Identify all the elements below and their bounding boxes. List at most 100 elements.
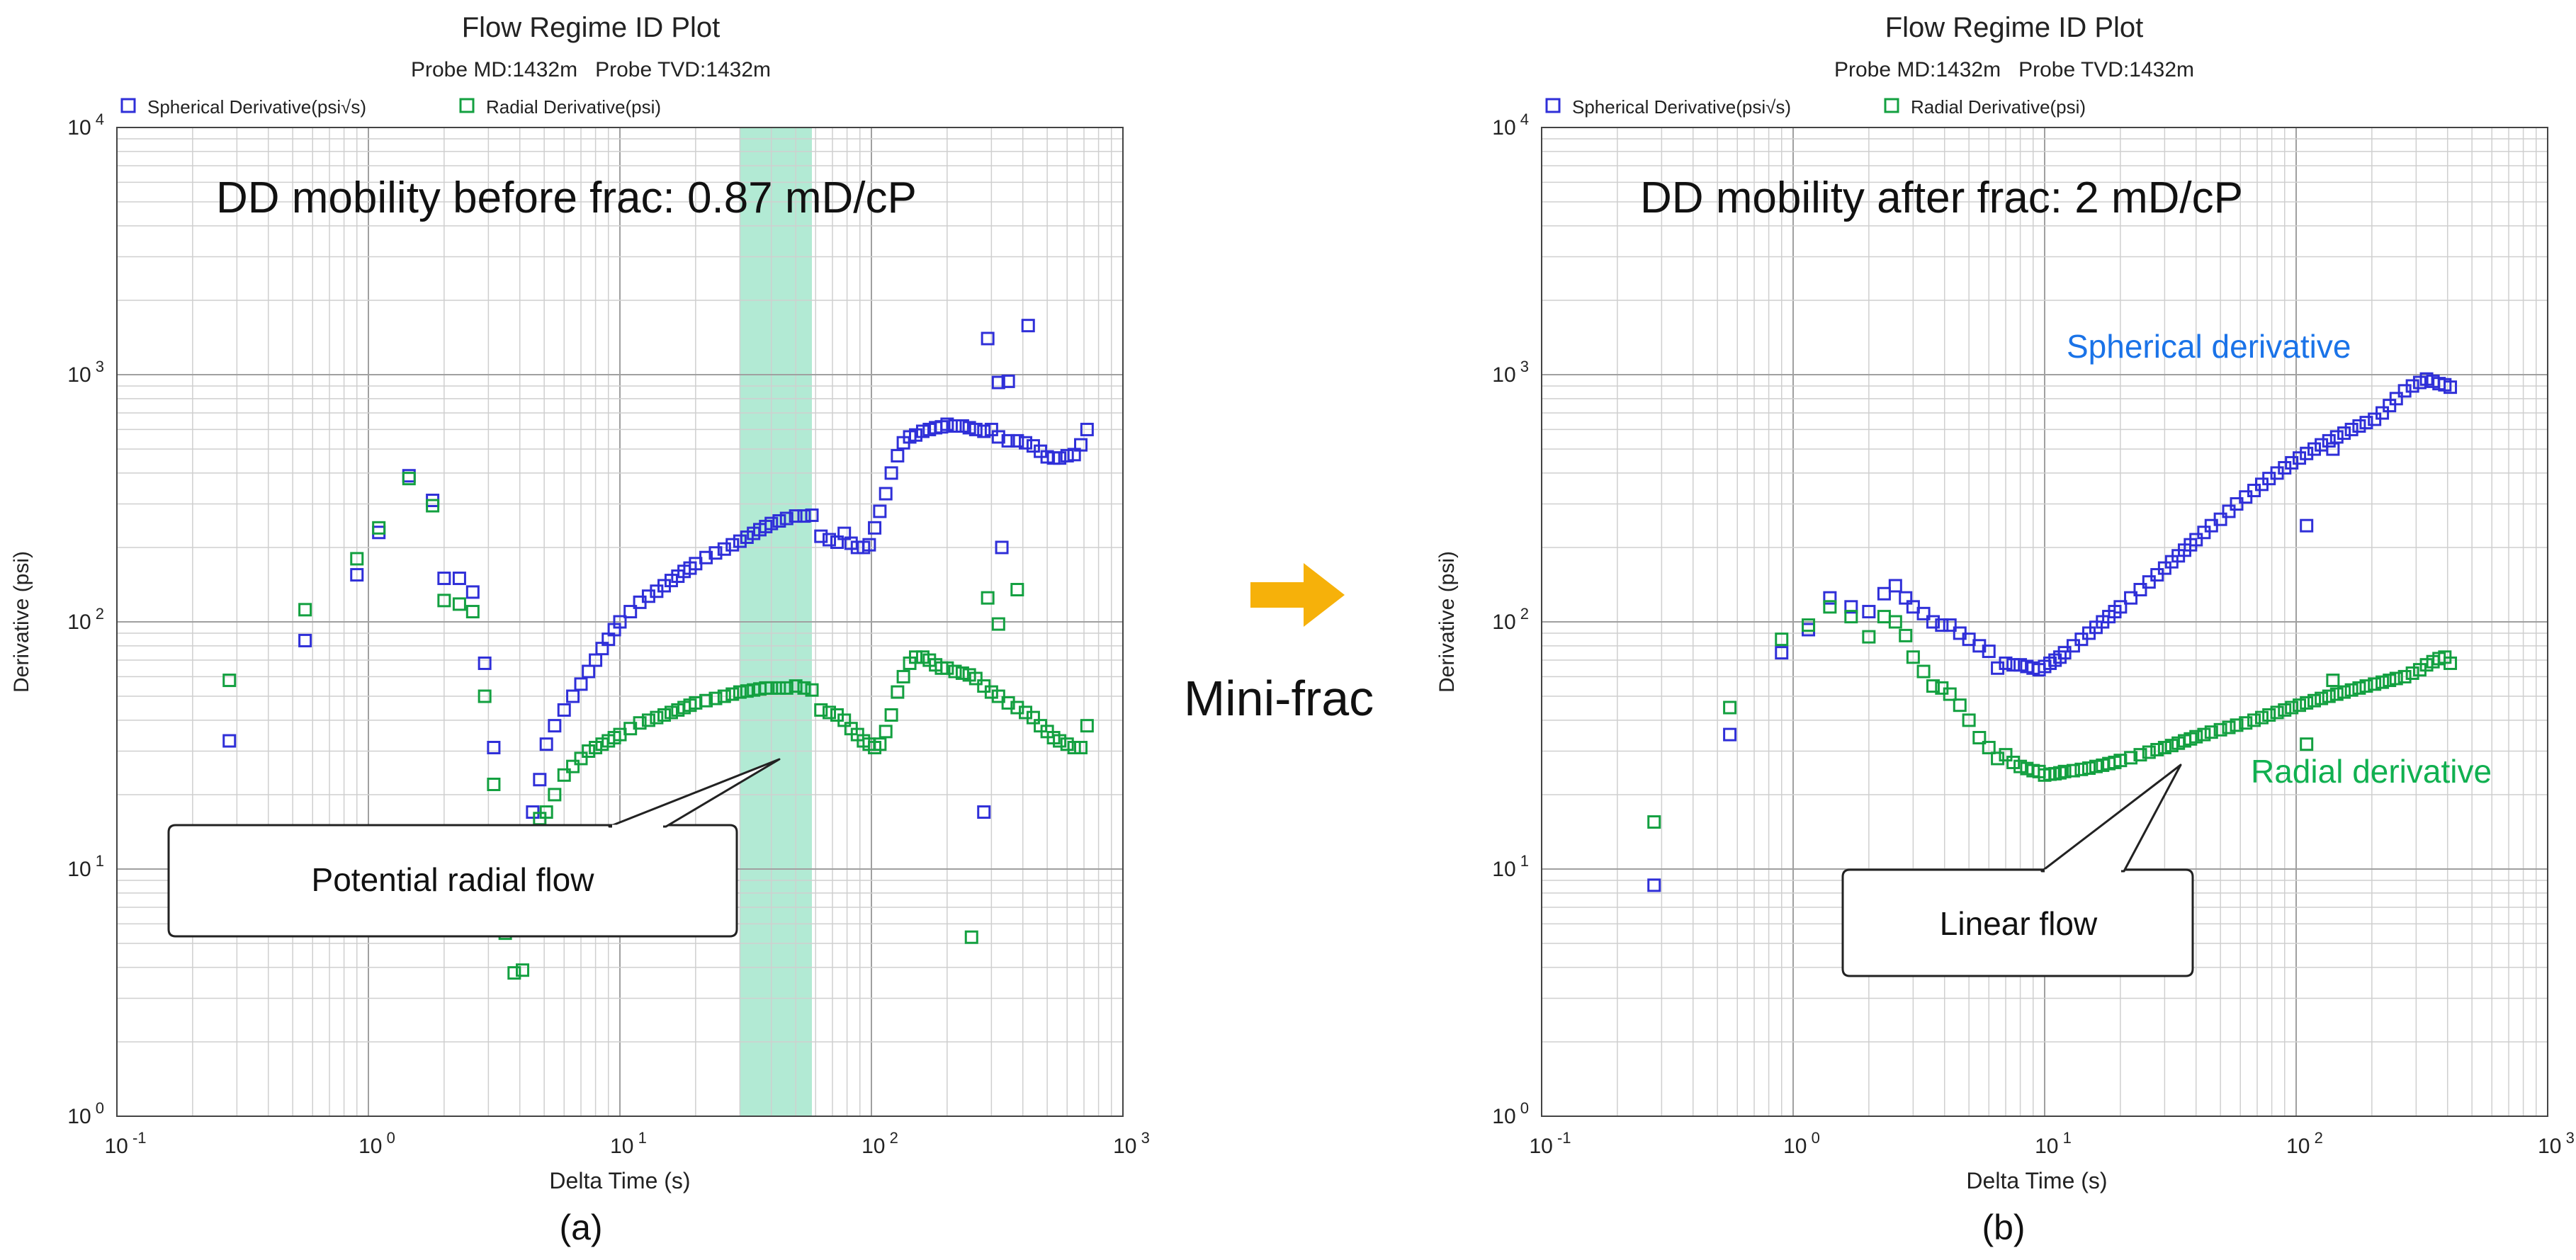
radial-derivative-point bbox=[779, 681, 793, 695]
spherical-derivative-point bbox=[955, 419, 969, 433]
spherical-derivative-point bbox=[1080, 422, 1094, 436]
radial-derivative-point bbox=[2254, 710, 2269, 725]
y-tick-label: 10 2 bbox=[1492, 605, 1529, 634]
transition: Mini-frac bbox=[1184, 563, 1374, 726]
callout-text: Linear flow bbox=[1940, 905, 2098, 942]
radial-derivative-point bbox=[487, 777, 501, 791]
radial-derivative-point bbox=[507, 966, 521, 980]
spherical-derivative-point bbox=[1943, 618, 1957, 632]
radial-derivative-point bbox=[1802, 618, 1816, 632]
spherical-derivative-point bbox=[2230, 496, 2244, 511]
right-arrow-icon bbox=[1250, 563, 1345, 627]
chart-panel-a: Flow Regime ID Plot Probe MD:1432m Probe… bbox=[10, 12, 1150, 1247]
radial-derivative-point bbox=[548, 788, 562, 802]
radial-derivative-point bbox=[984, 685, 998, 699]
chart-title: Flow Regime ID Plot bbox=[462, 12, 721, 43]
radial-derivative-point bbox=[1943, 687, 1957, 701]
spherical-derivative-point bbox=[981, 331, 995, 346]
spherical-derivative-point bbox=[548, 719, 562, 733]
radial-derivative-point bbox=[699, 693, 713, 708]
radial-derivative-point bbox=[981, 591, 995, 605]
spherical-derivative-point bbox=[991, 430, 1005, 444]
radial-derivative-point bbox=[2230, 718, 2244, 732]
radial-derivative-point bbox=[566, 759, 580, 773]
plot-frame bbox=[116, 127, 1124, 1117]
radial-derivative-point bbox=[2082, 761, 2096, 776]
spherical-derivative-point bbox=[2197, 526, 2211, 540]
spherical-derivative-point bbox=[1010, 433, 1024, 448]
spherical-derivative-point bbox=[1935, 618, 1949, 632]
spherical-derivative-point bbox=[1019, 436, 1033, 450]
radial-derivative-point bbox=[1982, 741, 1996, 755]
radial-derivative-point bbox=[516, 963, 530, 977]
radial-derivative-point bbox=[733, 685, 747, 699]
spherical-derivative-point bbox=[1053, 451, 1067, 465]
radial-derivative-point bbox=[452, 597, 466, 611]
radial-derivative-point bbox=[968, 671, 983, 686]
spherical-derivative-point bbox=[2293, 451, 2307, 465]
radial-derivative-point bbox=[1962, 713, 1976, 727]
spherical-derivative-point bbox=[1823, 591, 1837, 605]
y-tick-label: 10 0 bbox=[1492, 1099, 1529, 1128]
spherical-derivative-point bbox=[539, 737, 553, 751]
radial-derivative-point bbox=[1010, 583, 1024, 597]
panel-label: (b) bbox=[1982, 1208, 2025, 1247]
spherical-derivative-point bbox=[452, 572, 466, 586]
radial-derivative-point bbox=[2383, 674, 2397, 688]
spherical-derivative-label: Spherical derivative bbox=[2067, 328, 2351, 365]
radial-derivative-point bbox=[1060, 737, 1074, 751]
spherical-derivative-point bbox=[830, 535, 844, 550]
radial-derivative-point bbox=[717, 689, 731, 703]
spherical-derivative-point bbox=[478, 656, 492, 670]
radial-derivative-point bbox=[814, 703, 828, 717]
x-axis-label: Delta Time (s) bbox=[1966, 1168, 2107, 1193]
radial-derivative-point bbox=[896, 669, 910, 683]
spherical-derivative-point bbox=[797, 509, 811, 523]
radial-derivative-point bbox=[2359, 679, 2373, 693]
spherical-derivative-point bbox=[437, 572, 451, 586]
x-tick-label: 10 0 bbox=[358, 1129, 395, 1158]
radial-derivative-point bbox=[909, 650, 923, 664]
chart-subtitle: Probe MD:1432m Probe TVD:1432m bbox=[411, 58, 771, 81]
radial-derivative-point bbox=[478, 689, 492, 703]
radial-derivative-point bbox=[2189, 730, 2203, 744]
radial-derivative-point bbox=[574, 751, 588, 766]
spherical-derivative-point bbox=[1888, 579, 1902, 593]
spherical-derivative-point bbox=[2389, 392, 2403, 406]
spherical-derivative-point bbox=[2405, 379, 2419, 393]
radial-derivative-point bbox=[1906, 650, 1920, 664]
radial-derivative-point bbox=[539, 805, 553, 819]
spherical-derivative-point bbox=[2189, 533, 2203, 547]
radial-derivative-point bbox=[879, 725, 893, 739]
spherical-derivative-point bbox=[2300, 446, 2314, 460]
spherical-derivative-point bbox=[1877, 586, 1891, 601]
spherical-derivative-point bbox=[764, 516, 779, 530]
spherical-derivative-point bbox=[1060, 448, 1074, 462]
radial-derivative-point bbox=[426, 499, 440, 513]
spherical-derivative-point bbox=[557, 703, 571, 717]
spherical-derivative-point bbox=[1074, 438, 1088, 452]
radial-derivative-point bbox=[2307, 693, 2322, 708]
radial-derivative-point bbox=[2074, 762, 2089, 776]
spherical-derivative-point bbox=[2213, 512, 2227, 526]
spherical-derivative-point bbox=[805, 508, 819, 522]
radial-derivative-point bbox=[764, 681, 779, 695]
radial-derivative-point bbox=[2405, 666, 2419, 680]
mobility-annotation: DD mobility before frac: 0.87 mD/cP bbox=[216, 174, 917, 222]
spherical-derivative-point bbox=[1775, 646, 1789, 660]
radial-derivative-point bbox=[2329, 687, 2344, 701]
x-tick-label: 10 2 bbox=[2286, 1129, 2323, 1158]
radial-derivative-point bbox=[2300, 696, 2314, 710]
spherical-derivative-point bbox=[1844, 600, 1858, 614]
radial-derivative-point bbox=[2397, 669, 2412, 683]
callout-linear-flow: Linear flow bbox=[1841, 764, 2194, 977]
spherical-derivative-point bbox=[2222, 504, 2236, 518]
x-tick-label: 10 3 bbox=[2538, 1129, 2575, 1158]
radial-derivative-point bbox=[708, 691, 723, 705]
spherical-derivative-point bbox=[940, 417, 954, 431]
spherical-derivative-point bbox=[1982, 645, 1996, 659]
spherical-derivative-point bbox=[814, 529, 828, 543]
legend-spherical-label: Spherical Derivative(psi√s) bbox=[1572, 96, 1791, 118]
y-axis-label: Derivative (psi) bbox=[1435, 551, 1459, 693]
spherical-derivative-point bbox=[909, 428, 923, 442]
